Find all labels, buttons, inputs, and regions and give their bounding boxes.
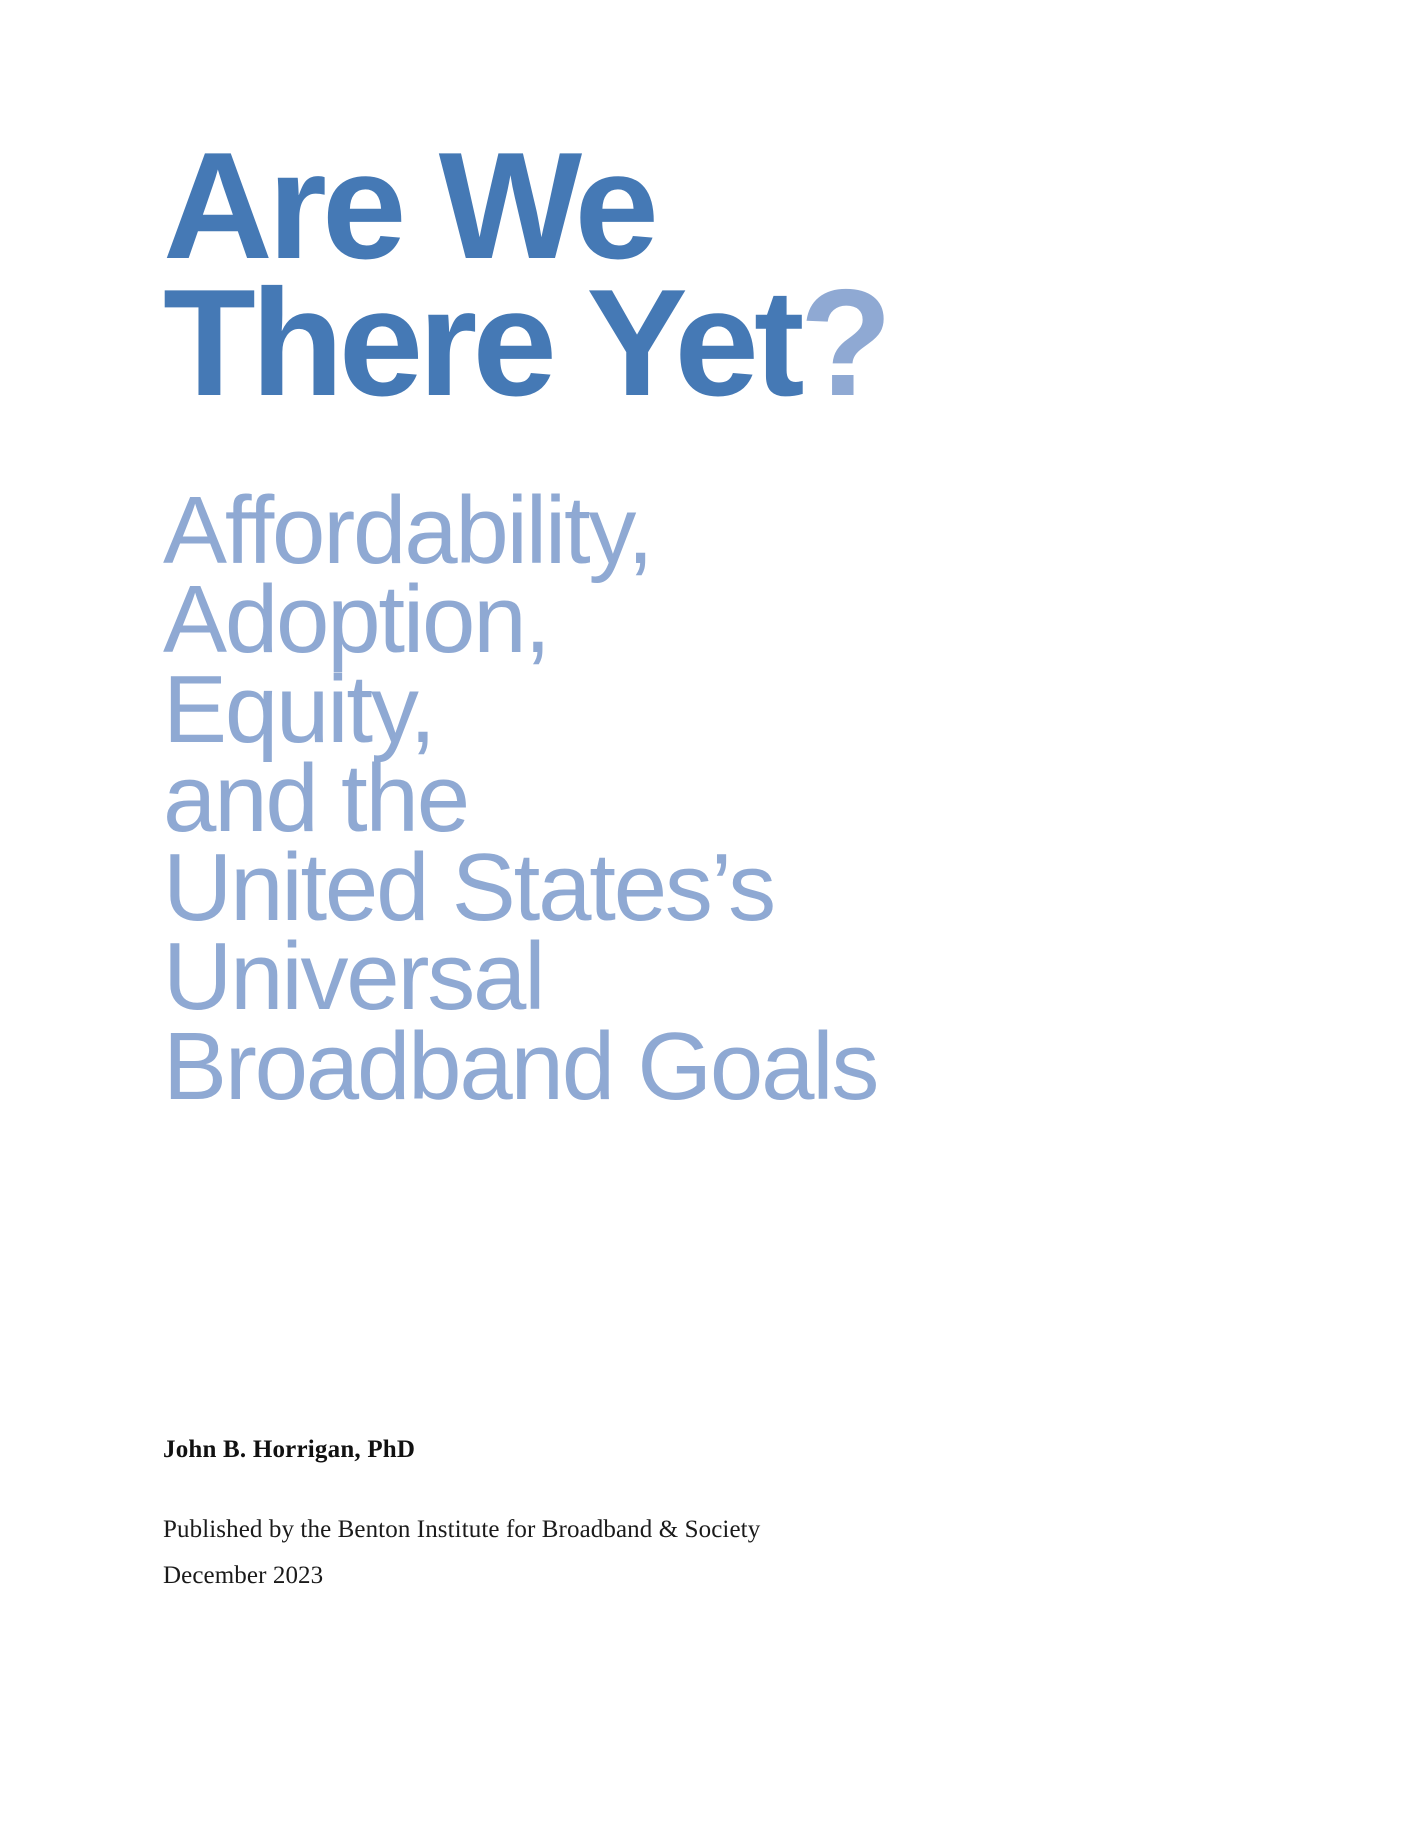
subtitle-line-5: United States’s <box>163 834 776 942</box>
title-line-2: There Yet? <box>163 267 1263 419</box>
subtitle-line-1: Affordability, <box>163 477 654 584</box>
subtitle-line-4: and the <box>163 744 470 852</box>
question-mark-glyph: ? <box>799 257 893 428</box>
subtitle-line-2: Adoption, <box>163 566 551 674</box>
title-line-1: Are We <box>163 121 659 291</box>
subtitle-block: Affordability, Adoption, Equity, and the… <box>163 477 1313 1120</box>
publication-date: December 2023 <box>163 1562 324 1589</box>
title-block: Are We There Yet? <box>163 121 1263 419</box>
publication-info: Published by the Benton Institute for Br… <box>163 1516 1063 1590</box>
subtitle-line-7: Broadband Goals <box>163 1012 879 1120</box>
title-line-2-text: There Yet <box>163 257 805 428</box>
subtitle-line-6: Universal <box>163 923 546 1031</box>
publisher-name: Published by the Benton Institute for Br… <box>163 1516 761 1543</box>
credits-block: John B. Horrigan, PhD Published by the B… <box>163 1436 1063 1590</box>
author-name: John B. Horrigan, PhD <box>163 1436 416 1463</box>
subtitle-line-3: Equity, <box>163 655 436 763</box>
